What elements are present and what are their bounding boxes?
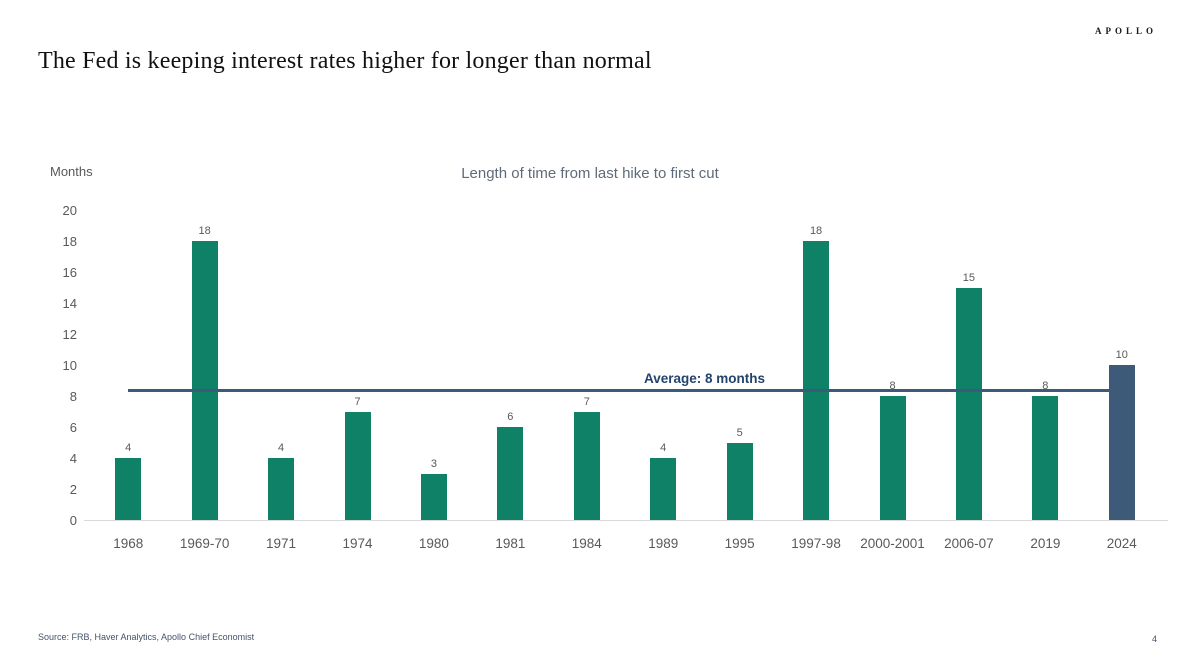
bar-value-label: 4: [125, 442, 132, 454]
bar-value-label: 4: [660, 442, 667, 454]
bar-value-label: 7: [583, 395, 590, 408]
x-tick-label: 1989: [648, 536, 679, 551]
x-tick-label: 2006-07: [944, 536, 994, 551]
x-tick-label: 1980: [418, 536, 449, 551]
bar-1997-98: [803, 241, 830, 520]
bar-value-label: 8: [889, 380, 896, 392]
y-tick-label: 6: [69, 419, 77, 435]
x-tick-label: 1969-70: [179, 536, 230, 551]
bar-value-label: 10: [1115, 349, 1128, 361]
plot-area: 0 2 4 6 8 10 12 14 16 18 20 4 1968 18 1969-70 4 1971 7 197…: [63, 203, 1168, 551]
bar-1969-70: [191, 241, 218, 520]
x-tick-label: 2000-2001: [860, 536, 925, 551]
bar-1974: [344, 411, 371, 520]
y-tick-label: 0: [69, 512, 77, 528]
y-tick-label: 8: [69, 388, 77, 404]
chart-title: Length of time from last hike to first c…: [461, 165, 719, 182]
x-tick-label: 1968: [113, 536, 144, 551]
bar-value-label: 4: [278, 442, 285, 454]
bar-1980: [420, 473, 447, 520]
bar-value-label: 6: [507, 411, 514, 423]
bar-2006-07: [955, 287, 982, 520]
y-tick-label: 18: [62, 233, 77, 249]
y-tick-label: 16: [62, 264, 77, 280]
bar-1981: [497, 427, 524, 520]
y-axis-label: Months: [50, 164, 93, 179]
x-tick-label: 2019: [1030, 536, 1061, 551]
average-line-label: Average: 8 months: [643, 371, 765, 387]
bar-1968: [115, 458, 142, 520]
bar-value-label: 8: [1042, 380, 1049, 392]
x-tick-label: 1971: [266, 536, 297, 551]
y-tick-label: 4: [69, 450, 77, 466]
y-tick-label: 12: [62, 326, 77, 342]
bar-1989: [650, 458, 677, 520]
apollo-logo: APOLLO: [1094, 26, 1157, 36]
bar-value-label: 15: [962, 271, 976, 284]
x-tick-label: 1981: [495, 536, 526, 551]
average-line: [128, 388, 1122, 392]
bar-value-label: 7: [354, 395, 361, 408]
bar-1971: [268, 458, 295, 520]
x-tick-label: 2024: [1106, 536, 1137, 551]
bar-2019: [1032, 396, 1059, 520]
bar-2000-2001: [879, 396, 906, 520]
bar-value-label: 18: [809, 225, 823, 237]
bar-value-label: 5: [736, 426, 743, 439]
x-tick-label: 1995: [724, 536, 755, 551]
page-number: 4: [1151, 634, 1157, 644]
y-tick-label: 14: [62, 295, 77, 311]
x-tick-label: 1997-98: [791, 536, 841, 551]
x-tick-label: 1974: [342, 536, 373, 551]
bar-value-label: 18: [198, 225, 211, 237]
source-note: Source: FRB, Haver Analytics, Apollo Chi…: [38, 632, 255, 642]
page-title: The Fed is keeping interest rates higher…: [38, 48, 652, 74]
bar-1995: [726, 442, 753, 520]
y-tick-label: 2: [69, 481, 77, 497]
bar-1984: [573, 411, 600, 520]
y-tick-label: 20: [62, 202, 77, 218]
bar-value-label: 3: [430, 457, 437, 470]
x-tick-label: 1984: [571, 536, 602, 551]
x-axis-line: [84, 520, 1168, 521]
bar-highlight-2024: [1108, 365, 1135, 520]
y-tick-label: 10: [62, 357, 77, 373]
